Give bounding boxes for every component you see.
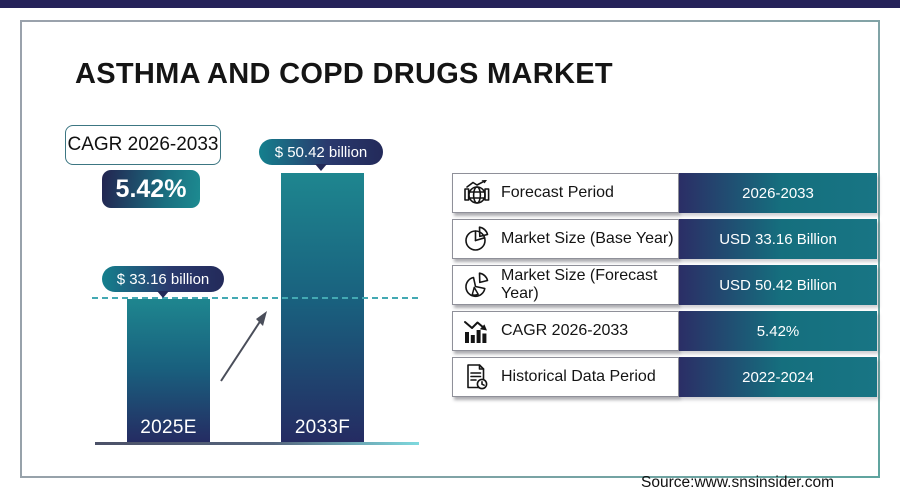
cagr-period-label: CAGR 2026-2033: [67, 134, 219, 155]
row-label-cell: Historical Data Period: [452, 357, 679, 397]
cagr-value-badge: 5.42%: [102, 170, 200, 208]
row-value: 5.42%: [756, 322, 800, 340]
row-label-cell: Market Size (Base Year): [452, 219, 679, 259]
bar-2033-category: 2033F: [294, 417, 351, 438]
value-callout-2033: $ 50.42 billion: [259, 139, 383, 171]
row-value-cell: 5.42%: [679, 311, 877, 351]
value-callout-2025: $ 33.16 billion: [102, 266, 224, 298]
growth-arrow-icon: [220, 311, 267, 382]
bar-2025: 2025E: [127, 299, 210, 443]
row-label: Forecast Period: [501, 184, 614, 201]
row-label: Market Size (Forecast Year): [501, 267, 658, 302]
table-row: CAGR 2026-2033 5.42%: [452, 311, 877, 351]
document-clock-icon: [453, 362, 501, 392]
row-value-cell: 2026-2033: [679, 173, 877, 213]
row-label: CAGR 2026-2033: [501, 322, 629, 339]
bar-chart-trend-icon: [453, 317, 501, 345]
row-value: 2022-2024: [742, 368, 814, 386]
globe-growth-icon: [453, 179, 501, 207]
pie-chart-icon: [453, 224, 501, 254]
row-label-cell: CAGR 2026-2033: [452, 311, 679, 351]
cagr-value-text: 5.42%: [115, 174, 187, 203]
row-value-cell: 2022-2024: [679, 357, 877, 397]
bar-2025-category: 2025E: [140, 417, 197, 438]
row-label-cell: Forecast Period: [452, 173, 679, 213]
table-row: Market Size (Base Year) USD 33.16 Billio…: [452, 219, 877, 259]
value-callout-2033-text: $ 50.42 billion: [274, 143, 368, 161]
row-label: Market Size (Base Year): [501, 230, 674, 247]
value-callout-2025-text: $ 33.16 billion: [116, 270, 210, 288]
table-row: Forecast Period 2026-2033: [452, 173, 877, 213]
x-axis-baseline: [95, 442, 419, 445]
top-accent-bar: [0, 0, 900, 8]
summary-table: Forecast Period 2026-2033 Market Siz: [452, 173, 877, 397]
table-row: Historical Data Period 2022-2024: [452, 357, 877, 397]
row-value-cell: USD 50.42 Billion: [679, 265, 877, 305]
bar-2033: 2033F: [281, 173, 364, 443]
row-value: USD 33.16 Billion: [719, 230, 837, 248]
reference-dashed-line: [92, 297, 418, 299]
cagr-period-box: CAGR 2026-2033: [65, 125, 221, 165]
content-frame: ASTHMA AND COPD DRUGS MARKET CAGR 2026-2…: [20, 20, 880, 491]
page-title: ASTHMA AND COPD DRUGS MARKET: [75, 58, 613, 90]
row-label: Historical Data Period: [501, 368, 656, 385]
row-value: 2026-2033: [742, 184, 814, 202]
row-value-cell: USD 33.16 Billion: [679, 219, 877, 259]
row-label-cell: Market Size (Forecast Year): [452, 265, 679, 305]
pie-chart-exploded-icon: [453, 270, 501, 300]
source-attribution: Source:www.snsinsider.com: [641, 474, 834, 491]
table-row: Market Size (Forecast Year) USD 50.42 Bi…: [452, 265, 877, 305]
row-value: USD 50.42 Billion: [719, 276, 837, 294]
